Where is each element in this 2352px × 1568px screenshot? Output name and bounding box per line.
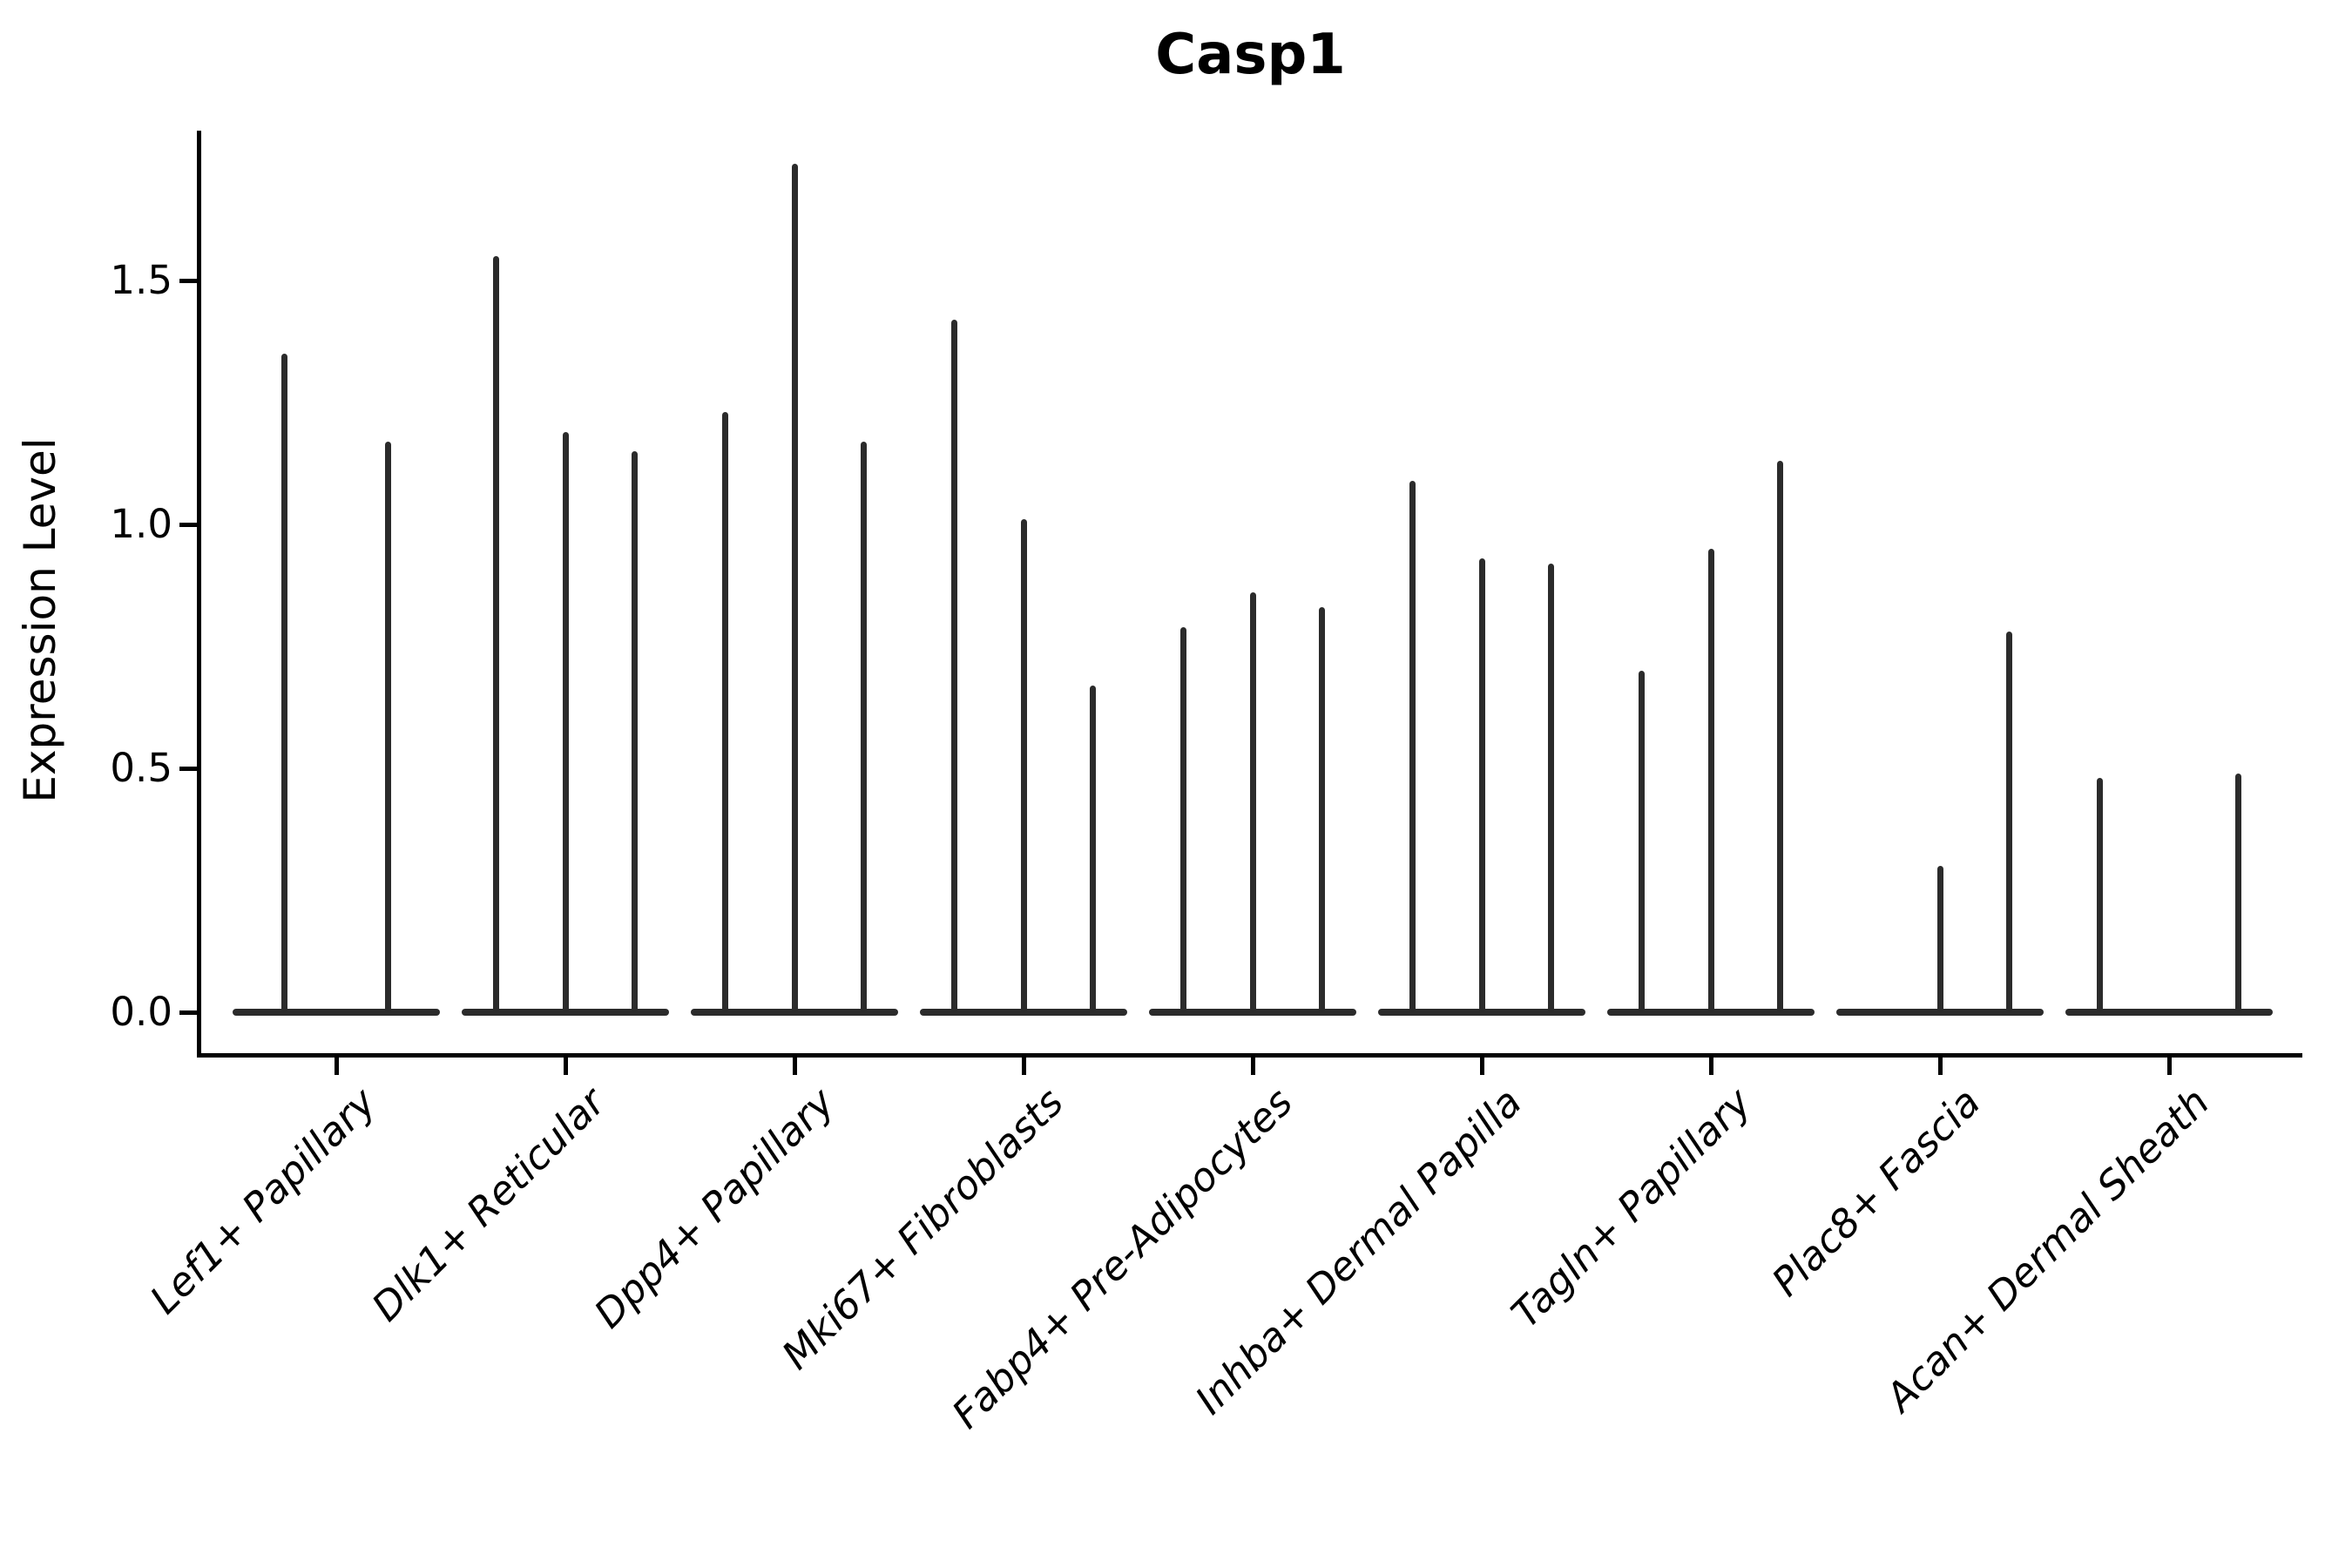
violin-spike bbox=[1478, 558, 1485, 1012]
violin-baseline bbox=[233, 1009, 440, 1016]
violin-baseline bbox=[920, 1009, 1127, 1016]
x-tick bbox=[563, 1058, 568, 1075]
x-tick bbox=[1479, 1058, 1484, 1075]
left-axis-spine bbox=[197, 131, 201, 1058]
violin-spike bbox=[1409, 480, 1416, 1012]
violin-spike bbox=[1318, 607, 1325, 1012]
violin-spike bbox=[1547, 563, 1554, 1012]
violin-spike bbox=[1180, 626, 1187, 1012]
violin-baseline bbox=[1149, 1009, 1356, 1016]
chart-title: Casp1 bbox=[1155, 23, 1346, 87]
violin-baseline bbox=[2065, 1009, 2273, 1016]
y-tick bbox=[179, 278, 197, 283]
violin-spike bbox=[951, 319, 958, 1012]
x-tick bbox=[334, 1058, 339, 1075]
violin-spike bbox=[385, 441, 391, 1012]
y-tick-label: 1.5 bbox=[110, 257, 172, 303]
x-tick-label: Tagln+ Papillary bbox=[1502, 1078, 1761, 1337]
violin-spike bbox=[562, 431, 569, 1012]
y-tick-label: 1.0 bbox=[110, 501, 172, 547]
x-tick-label: Lef1+ Papillary bbox=[141, 1078, 386, 1323]
x-tick bbox=[1937, 1058, 1943, 1075]
x-tick bbox=[1021, 1058, 1026, 1075]
violin-spike bbox=[860, 441, 867, 1012]
violin-spike bbox=[722, 412, 729, 1012]
violin-spike bbox=[631, 451, 638, 1012]
violin-baseline bbox=[1607, 1009, 1815, 1016]
y-tick bbox=[179, 766, 197, 771]
violin-spike bbox=[2097, 778, 2104, 1012]
violin-baseline bbox=[1836, 1009, 2044, 1016]
x-tick bbox=[1250, 1058, 1255, 1075]
bottom-axis-spine bbox=[197, 1053, 2302, 1058]
violin-spike bbox=[493, 256, 500, 1012]
violin-spike bbox=[791, 163, 798, 1012]
x-tick-label: Plac8+ Fascia bbox=[1762, 1078, 1990, 1306]
violin-spike bbox=[1707, 549, 1714, 1012]
violin-spike bbox=[1020, 519, 1027, 1012]
x-tick bbox=[1708, 1058, 1713, 1075]
violin-spike bbox=[2234, 773, 2241, 1012]
violin-spike bbox=[2005, 632, 2012, 1012]
y-tick-label: 0.5 bbox=[110, 745, 172, 791]
violin-spike bbox=[1639, 671, 1646, 1012]
x-tick bbox=[2166, 1058, 2172, 1075]
violin-spike bbox=[1249, 592, 1256, 1012]
violin-spike bbox=[1936, 866, 1943, 1012]
x-tick-label: Dpp4+ Papillary bbox=[585, 1078, 844, 1337]
violin-baseline bbox=[462, 1009, 669, 1016]
violin-spike bbox=[1776, 461, 1783, 1012]
y-tick-label: 0.0 bbox=[110, 989, 172, 1035]
y-tick bbox=[179, 1010, 197, 1015]
x-tick-label: Dlk1+ Reticular bbox=[362, 1078, 615, 1330]
violin-baseline bbox=[691, 1009, 898, 1016]
violin-baseline bbox=[1378, 1009, 1585, 1016]
violin-spike bbox=[1089, 685, 1096, 1012]
violin-spike bbox=[281, 354, 287, 1012]
x-tick bbox=[792, 1058, 797, 1075]
y-tick bbox=[179, 522, 197, 527]
